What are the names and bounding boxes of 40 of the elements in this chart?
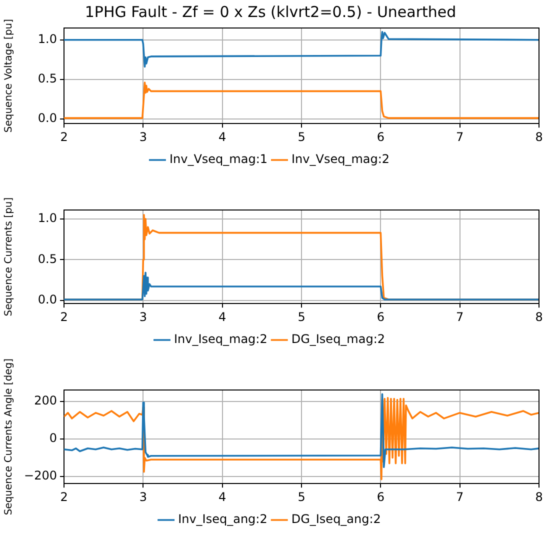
x-tick-label: 4 — [218, 310, 226, 324]
x-tick-label: 3 — [139, 130, 147, 144]
y-axis-title: Sequence Currents Angle [deg] — [4, 358, 15, 516]
x-tick-label: 5 — [298, 490, 306, 504]
x-tick-label: 4 — [218, 490, 226, 504]
y-tick-label: 0.0 — [38, 110, 57, 125]
y-axis-title: Sequence Voltage [pu] — [4, 18, 15, 133]
x-tick-label: 7 — [456, 490, 464, 504]
y-tick-label: 1.0 — [38, 211, 57, 226]
x-tick-label: 6 — [376, 310, 384, 324]
legend-label: Inv_Iseq_ang:2 — [178, 512, 268, 526]
y-axis-title: Sequence Currents [pu] — [4, 197, 15, 316]
x-tick-label: 3 — [139, 310, 147, 324]
legend-label: Inv_Vseq_mag:2 — [292, 152, 390, 166]
chart-title: 1PHG Fault - Zf = 0 x Zs (klvrt2=0.5) - Unearthed — [84, 2, 456, 21]
legend-label: Inv_Vseq_mag:1 — [169, 152, 268, 166]
y-tick-label: 1.0 — [38, 32, 57, 46]
y-tick-label: 0.5 — [38, 252, 57, 266]
x-tick-label: 7 — [456, 310, 464, 324]
x-tick-label: 2 — [60, 130, 68, 144]
legend-label: DG_Iseq_mag:2 — [291, 332, 386, 346]
legend-label: Inv_Iseq_mag:2 — [174, 332, 268, 346]
y-tick-label: 0.0 — [38, 292, 57, 306]
x-tick-label: 3 — [139, 490, 147, 504]
x-tick-label: 4 — [218, 130, 226, 144]
y-tick-label: 200 — [34, 394, 57, 408]
y-tick-label: 0 — [49, 431, 57, 446]
x-tick-label: 8 — [535, 490, 543, 504]
x-tick-label: 8 — [535, 310, 543, 324]
y-tick-label: −200 — [24, 468, 57, 483]
x-tick-label: 2 — [60, 490, 68, 504]
x-tick-label: 6 — [376, 130, 384, 144]
x-tick-label: 8 — [535, 130, 543, 144]
x-tick-label: 5 — [298, 310, 306, 324]
y-tick-label: 0.5 — [38, 71, 57, 86]
x-tick-label: 2 — [60, 310, 68, 324]
x-tick-label: 7 — [456, 130, 464, 144]
x-tick-label: 5 — [298, 130, 306, 144]
x-tick-label: 6 — [376, 490, 384, 504]
legend-label: DG_Iseq_ang:2 — [291, 512, 381, 526]
